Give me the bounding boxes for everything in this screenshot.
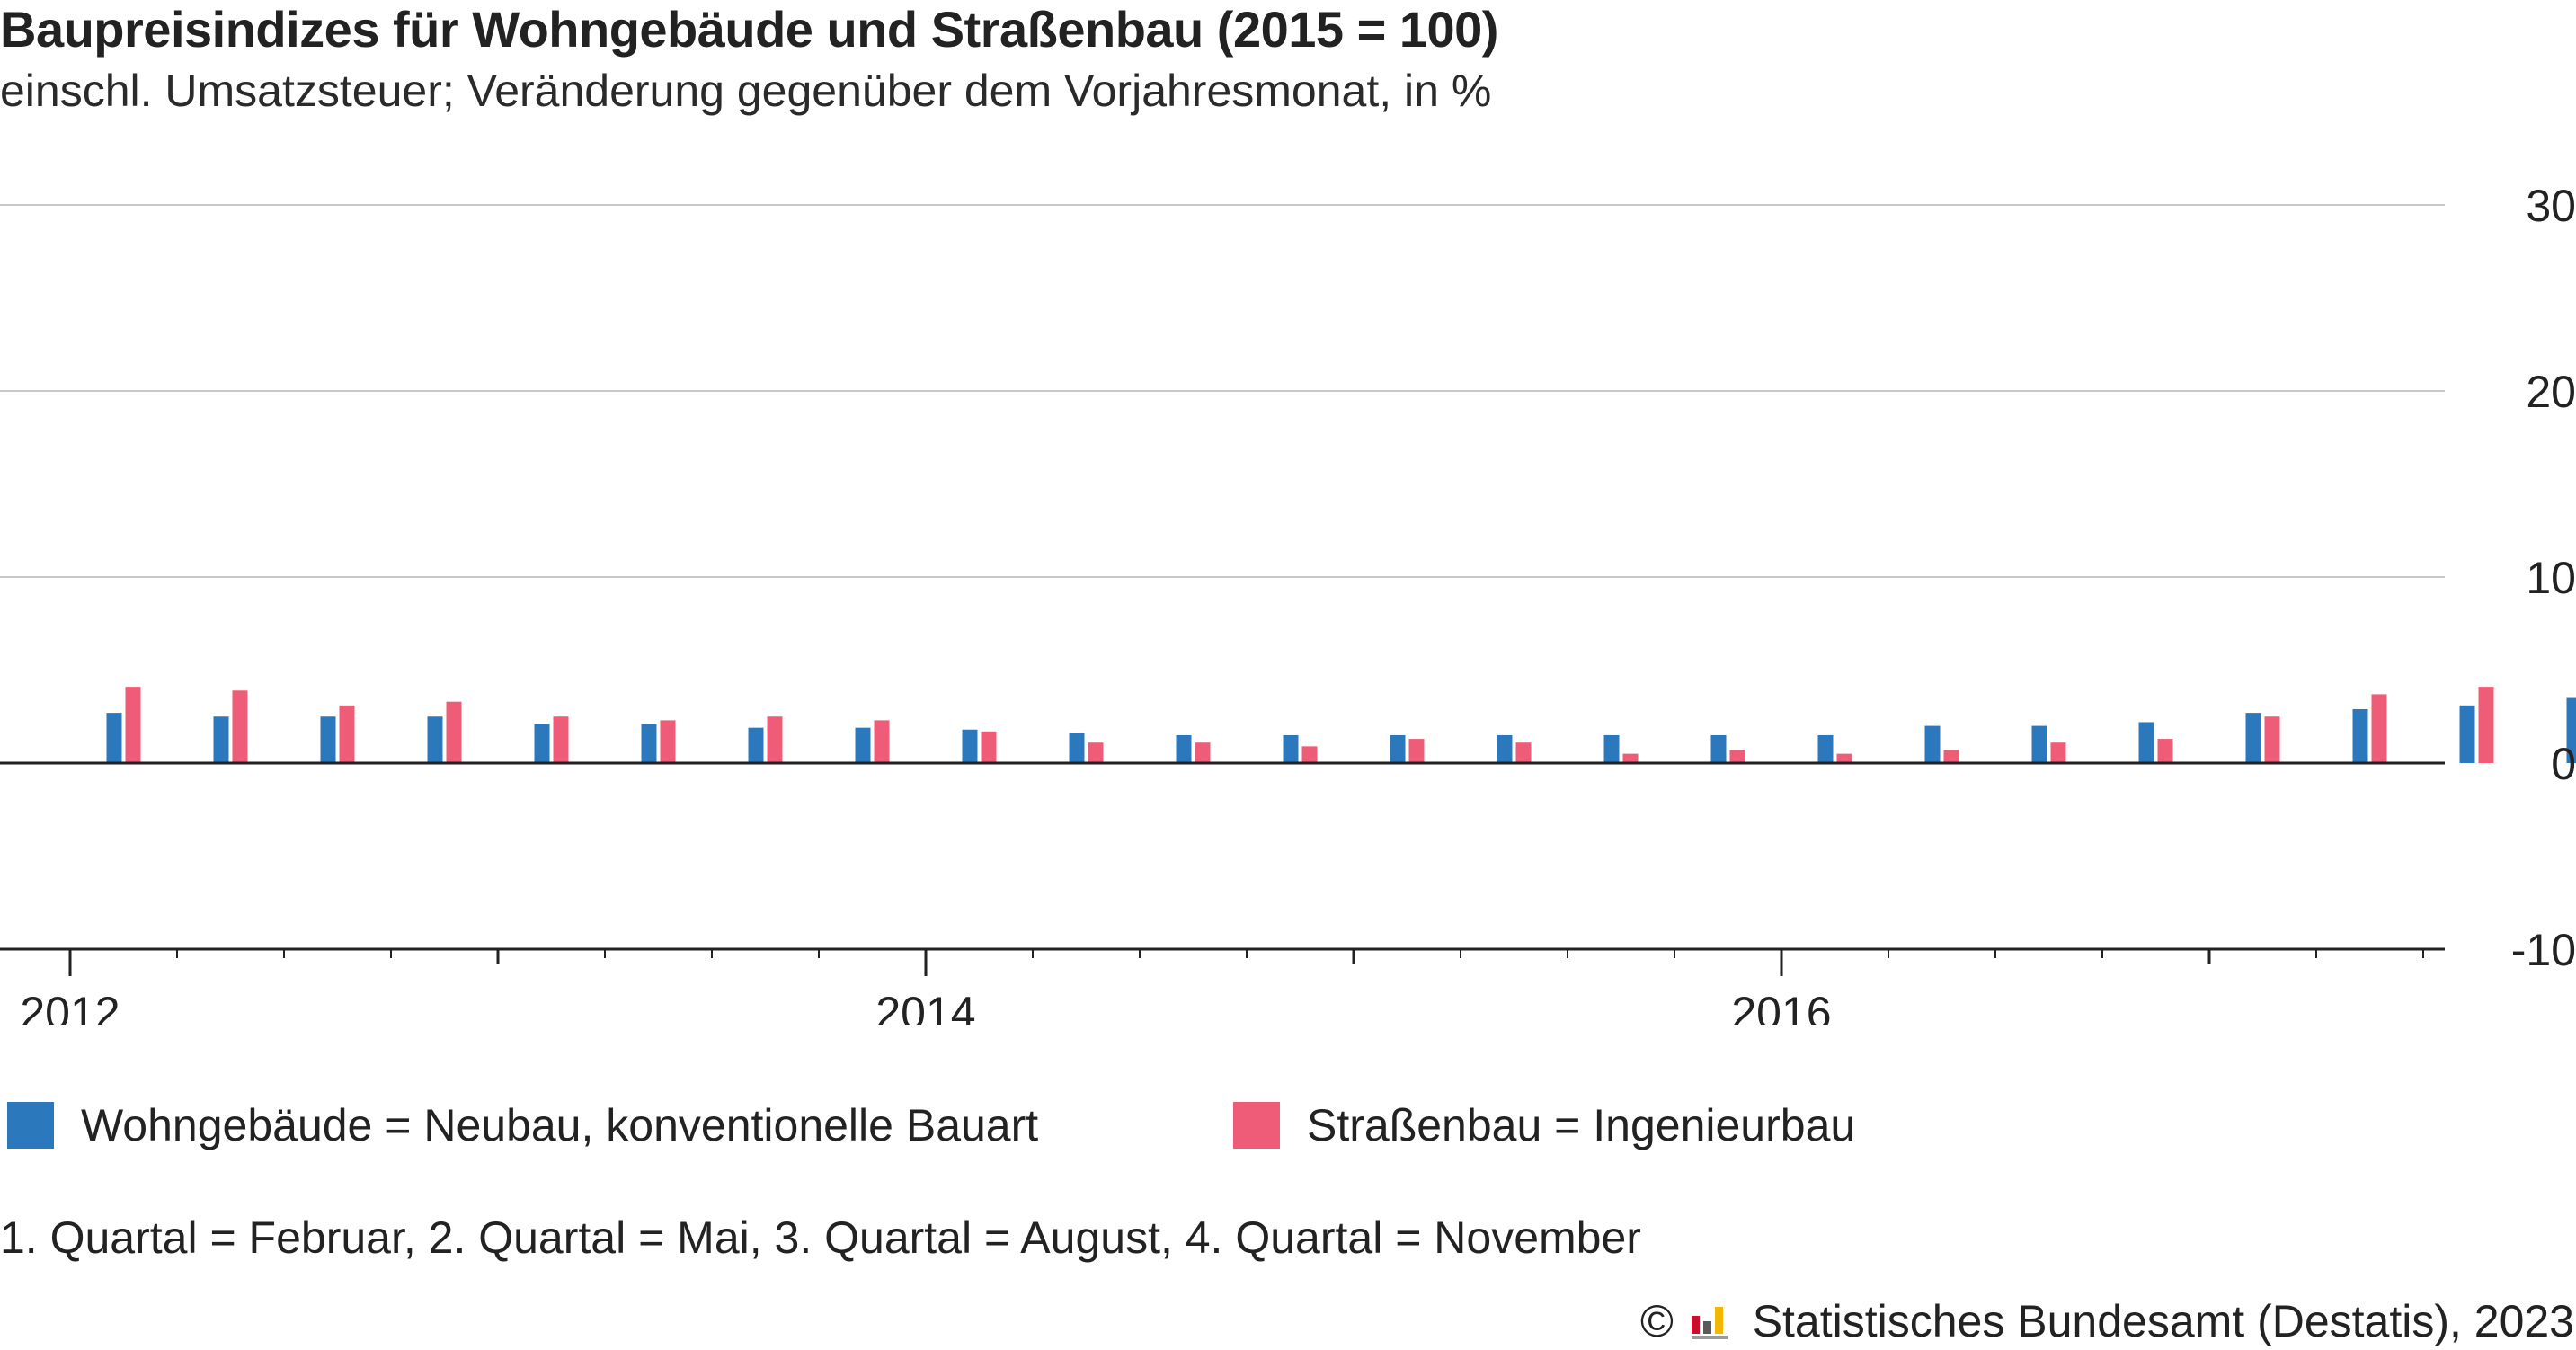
gridlines <box>0 205 2445 577</box>
bar-wohngebaeude <box>2353 709 2368 763</box>
bar-strassenbau <box>2372 694 2387 763</box>
bar-strassenbau <box>447 702 462 763</box>
bar-wohngebaeude <box>1497 735 1513 763</box>
bar-strassenbau <box>661 720 676 763</box>
source-text: Statistisches Bundesamt (Destatis), 2023 <box>1753 1296 2574 1346</box>
bar-strassenbau <box>233 690 248 763</box>
bar-strassenbau <box>1944 750 1959 763</box>
bar-wohngebaeude <box>107 713 122 763</box>
bar-strassenbau <box>340 706 355 763</box>
y-tick-label: 30 <box>2526 181 2576 231</box>
bar-wohngebaeude <box>2460 706 2475 763</box>
bar-strassenbau <box>1730 750 1745 763</box>
bar-wohngebaeude <box>856 728 871 763</box>
y-tick-label: 0 <box>2551 739 2576 789</box>
legend-swatch-strassenbau <box>1233 1102 1280 1149</box>
bar-wohngebaeude <box>1390 735 1406 763</box>
bar-wohngebaeude <box>321 716 336 763</box>
bar-wohngebaeude <box>2246 713 2261 763</box>
x-tick-label: 2014 <box>875 988 975 1025</box>
bar-wohngebaeude <box>1604 735 1620 763</box>
bar-wohngebaeude <box>428 716 443 763</box>
bar-wohngebaeude <box>1177 735 1192 763</box>
x-tick-label: 2016 <box>1731 988 1831 1025</box>
source-line: © Statistisches Bundesamt (Destatis), 20… <box>1640 1292 2574 1350</box>
bar-wohngebaeude <box>963 730 978 763</box>
y-tick-label: 20 <box>2526 367 2576 417</box>
bar-strassenbau <box>768 716 783 763</box>
bar-strassenbau <box>1195 742 1211 763</box>
bar-strassenbau <box>1516 742 1532 763</box>
bar-wohngebaeude <box>2139 722 2154 763</box>
x-axis <box>0 763 2576 976</box>
bar-wohngebaeude <box>642 724 657 763</box>
y-axis-tick-labels: 30 20 10 0 -10 <box>2511 181 2576 975</box>
quarter-note: 1. Quartal = Februar, 2. Quartal = Mai, … <box>0 1209 1641 1266</box>
bar-wohngebaeude <box>749 728 764 763</box>
bar-strassenbau <box>554 716 569 763</box>
x-axis-tick-labels: 201220142016201820202022 <box>20 988 2576 1025</box>
bar-strassenbau <box>126 687 141 763</box>
bar-wohngebaeude <box>214 716 229 763</box>
bar-strassenbau <box>982 732 997 763</box>
copyright-symbol: © <box>1640 1292 1674 1350</box>
legend-label-strassenbau: Straßenbau = Ingenieurbau <box>1307 1097 1855 1154</box>
legend-swatch-wohngebaeude <box>7 1102 54 1149</box>
legend-label-wohngebaeude: Wohngebäude = Neubau, konventionelle Bau… <box>81 1097 1038 1154</box>
x-tick-label: 2012 <box>20 988 120 1025</box>
chart-subtitle: einschl. Umsatzsteuer; Veränderung gegen… <box>0 65 1491 117</box>
bar-strassenbau <box>1088 742 1104 763</box>
bars <box>107 406 2576 787</box>
y-tick-label: -10 <box>2511 925 2576 975</box>
bar-wohngebaeude <box>1284 735 1299 763</box>
bar-strassenbau <box>2479 687 2494 763</box>
bar-strassenbau <box>1837 754 1852 763</box>
bar-strassenbau <box>2158 739 2173 763</box>
destatis-logo-icon <box>1692 1301 1731 1341</box>
bar-strassenbau <box>1623 754 1639 763</box>
bar-wohngebaeude <box>1711 735 1727 763</box>
bar-wohngebaeude <box>1070 733 1085 763</box>
bar-wohngebaeude <box>1925 726 1941 763</box>
y-tick-label: 10 <box>2526 553 2576 603</box>
bar-wohngebaeude <box>535 724 550 763</box>
bar-strassenbau <box>875 720 890 763</box>
bar-strassenbau <box>2051 742 2066 763</box>
bar-wohngebaeude <box>2032 726 2047 763</box>
bar-strassenbau <box>2265 716 2280 763</box>
bar-strassenbau <box>1302 746 1318 763</box>
bar-wohngebaeude <box>1818 735 1834 763</box>
chart-title: Baupreisindizes für Wohngebäude und Stra… <box>0 0 1498 58</box>
bar-strassenbau <box>1409 739 1425 763</box>
